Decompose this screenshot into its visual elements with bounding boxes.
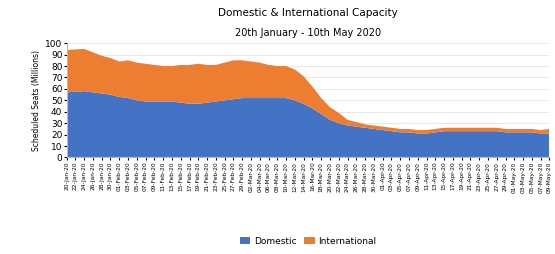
Y-axis label: Scheduled Seats (Millions): Scheduled Seats (Millions) (32, 50, 41, 151)
Text: Domestic & International Capacity: Domestic & International Capacity (218, 8, 398, 18)
Text: 20th January - 10th May 2020: 20th January - 10th May 2020 (235, 28, 381, 38)
Legend: Domestic, International: Domestic, International (236, 233, 380, 249)
